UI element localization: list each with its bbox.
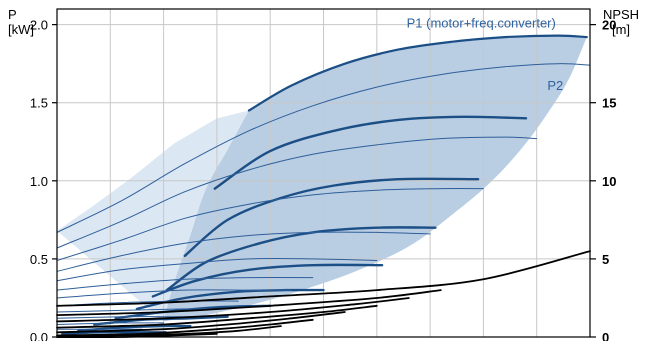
p2-power-curve [56, 277, 314, 291]
npsh-curve [56, 289, 442, 316]
p2-power-curve [56, 308, 218, 313]
low-speed-region [57, 110, 249, 322]
plot-border [56, 8, 591, 338]
npsh-curve [56, 318, 314, 337]
npsh-curve [56, 311, 346, 334]
right-tick-label: 20 [602, 18, 616, 33]
p1-power-curve [213, 115, 528, 190]
annotation-p1: P1 (motor+freq.converter) [407, 16, 556, 31]
ticks: 0.0 0.5 1.0 1.5 2.0 0 5 10 15 20 [30, 18, 617, 345]
left-tick-label: 1.0 [30, 174, 48, 189]
p2-power-curve [56, 188, 484, 261]
left-tick-label: 2.0 [30, 18, 48, 33]
right-axis-label-line1: NPSH [603, 7, 639, 22]
p1-power-curve [61, 331, 167, 336]
plot-frame [56, 8, 591, 338]
operating-region [57, 35, 587, 322]
p2-power-curve [56, 231, 431, 272]
left-axis-label-line2: [kW] [8, 22, 34, 37]
npsh-curve [56, 304, 378, 329]
right-tick-label: 5 [602, 252, 609, 267]
npsh-curve [56, 297, 410, 323]
annotation-p2: P2 [547, 78, 563, 93]
right-tick-label: 0 [602, 330, 609, 341]
p1-power-curve [247, 34, 588, 112]
right-axis-label-line2: [m] [612, 22, 630, 37]
left-axis-label-line1: P [8, 7, 17, 22]
left-tick-label: 0.0 [30, 330, 48, 341]
p2-power-curve [56, 257, 378, 282]
npsh-curve [56, 250, 591, 307]
p2-power-curve [56, 322, 165, 325]
p1-power-curve [151, 263, 384, 298]
right-tick-label: 15 [602, 96, 616, 111]
p1-power-curve [183, 177, 480, 257]
p2-power-curve [56, 63, 591, 233]
p1-power-curve [165, 226, 437, 292]
p2-power-curve [56, 289, 292, 299]
left-tick-label: 0.5 [30, 252, 48, 267]
p2-power-curve [56, 136, 538, 249]
left-tick-label: 1.5 [30, 96, 48, 111]
right-tick-label: 10 [602, 174, 616, 189]
npsh-curve [56, 325, 282, 338]
series-group [56, 34, 591, 339]
p1-power-curve [114, 304, 272, 320]
operating-region-fill [163, 35, 587, 322]
